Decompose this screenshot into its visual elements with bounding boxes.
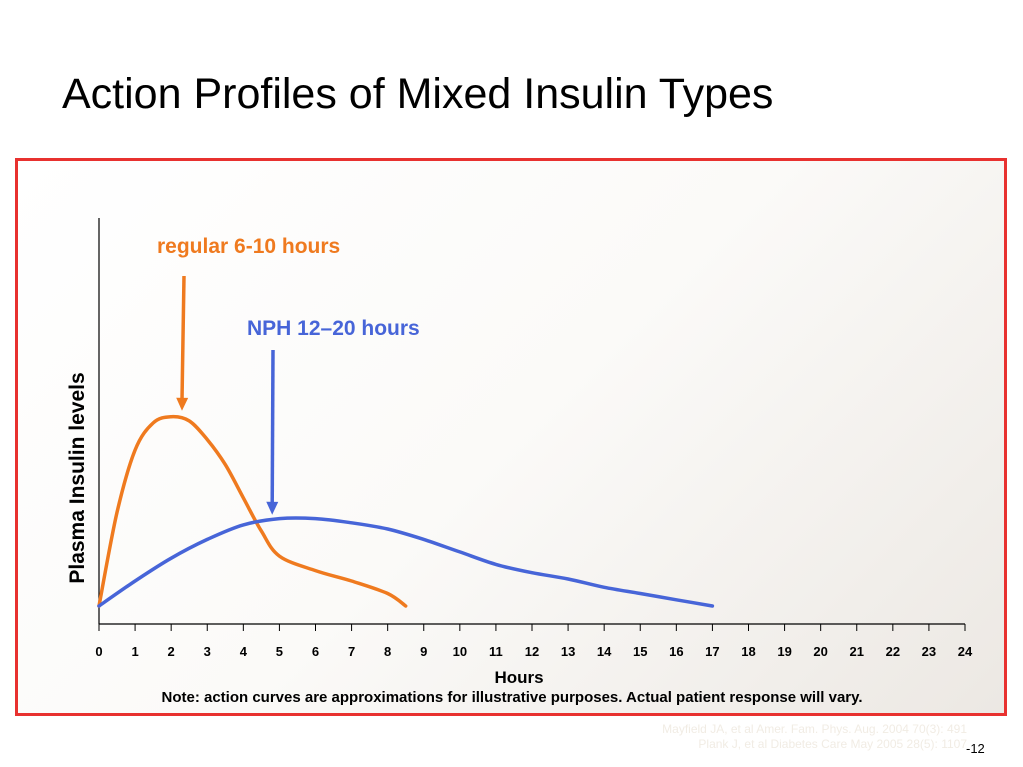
x-tick-label: 16	[669, 644, 683, 659]
regular-annotation-arrow	[180, 275, 186, 401]
x-tick-label: 11	[489, 644, 503, 659]
x-tick-label: 19	[777, 644, 791, 659]
page-number: -12	[966, 741, 985, 756]
nph-arrowhead	[266, 501, 279, 515]
regular-annotation-label: regular 6-10 hours	[157, 235, 340, 258]
x-tick-label: 2	[168, 644, 175, 659]
x-tick-label: 22	[886, 644, 900, 659]
x-tick-label: 13	[561, 644, 575, 659]
chart-series	[97, 414, 715, 608]
x-tick-label: 15	[633, 644, 647, 659]
x-tick-label: 23	[922, 644, 936, 659]
slide-title: Action Profiles of Mixed Insulin Types	[62, 70, 774, 118]
x-tick-label: 1	[131, 644, 138, 659]
source-citation: Mayfield JA, et al Amer. Fam. Phys. Aug.…	[662, 722, 967, 752]
x-tick-label: 20	[813, 644, 827, 659]
x-tick-label: 7	[348, 644, 355, 659]
x-tick-label: 24	[958, 644, 973, 659]
x-tick-label: 14	[597, 644, 612, 659]
chart-axes: 0 1 2 3 4 5 6 7 8 9 10 11 12 13 14 15 16 17 18 19 20 21 22 23 24	[95, 218, 973, 659]
x-tick-label: 9	[420, 644, 427, 659]
x-tick-label: 17	[705, 644, 719, 659]
nph-annotation-arrow	[270, 349, 275, 505]
chart-note: Note: action curves are approximations f…	[161, 689, 862, 706]
regular-insulin-curve	[97, 414, 408, 608]
x-axis-title: Hours	[494, 668, 543, 687]
x-tick-label: 5	[276, 644, 283, 659]
x-tick-label: 12	[525, 644, 539, 659]
x-tick-label: 0	[95, 644, 102, 659]
x-tick-label: 4	[240, 644, 248, 659]
chart-annotations: regular 6-10 hours NPH 12–20 hours	[157, 235, 420, 515]
chart-frame	[15, 158, 1007, 716]
nph-annotation-label: NPH 12–20 hours	[247, 317, 420, 340]
x-tick-label: 8	[384, 644, 391, 659]
source-line-1: Mayfield JA, et al Amer. Fam. Phys. Aug.…	[662, 722, 967, 736]
nph-insulin-curve	[97, 516, 715, 608]
y-axis-title: Plasma Insulin levels	[66, 372, 89, 583]
x-tick-label: 6	[312, 644, 319, 659]
source-line-2: Plank J, et al Diabetes Care May 2005 28…	[698, 737, 967, 751]
x-tick-label: 10	[453, 644, 467, 659]
x-tick-label: 18	[741, 644, 755, 659]
x-tick-label: 3	[204, 644, 211, 659]
x-tick-label: 21	[850, 644, 864, 659]
regular-arrowhead	[176, 397, 189, 411]
